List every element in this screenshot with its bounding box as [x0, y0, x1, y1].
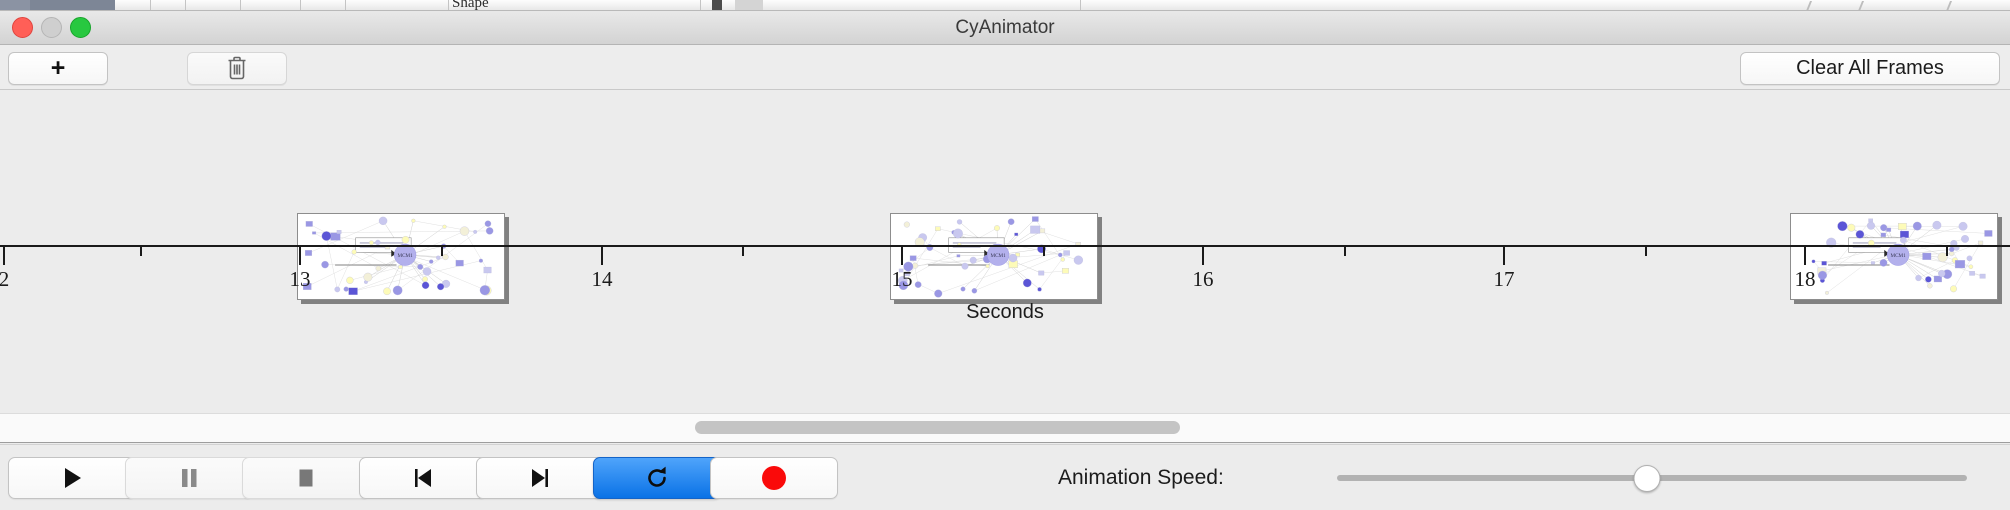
bg-slash [1805, 1, 1825, 10]
bg-chip [0, 0, 30, 10]
skip-to-end-button[interactable] [476, 457, 604, 499]
minimize-icon[interactable] [41, 17, 62, 38]
ruler-tick-minor [1946, 247, 1948, 256]
svg-text:MCM1: MCM1 [1891, 253, 1907, 259]
slider-thumb[interactable] [1633, 465, 1661, 492]
animation-speed-slider[interactable] [1337, 445, 1967, 510]
playback-control-bar: Animation Speed: [0, 444, 2010, 510]
page-title: CyAnimator [955, 17, 1055, 38]
ruler-tick-major [901, 247, 903, 265]
ruler-tick-label: 16 [1192, 267, 1214, 291]
stop-button [242, 457, 370, 499]
loop-button[interactable] [593, 457, 721, 499]
skip-forward-icon [527, 465, 553, 491]
ruler-tick-major [601, 247, 603, 265]
background-window-strip: Shape [0, 0, 2010, 11]
frame-thumbnail: MCM1 [1791, 214, 1997, 299]
timeline-frame[interactable]: MCM1 [890, 213, 1098, 300]
skip-to-start-button[interactable] [359, 457, 487, 499]
animation-speed-label: Animation Speed: [1058, 466, 1224, 489]
bg-divider [345, 0, 346, 10]
ruler-tick-label: 18 [1794, 267, 1816, 291]
timeline-frame[interactable]: MCM1 [1790, 213, 1998, 300]
timeline-panel[interactable]: MCM1 MCM1 MCM1 2 13 14 15 16 17 18 Seconds [0, 90, 2010, 413]
frame-thumbnail: MCM1 [298, 214, 504, 299]
record-button[interactable] [710, 457, 838, 499]
loop-icon [643, 464, 671, 492]
window-traffic-lights [12, 17, 91, 38]
ruler-tick-label: 15 [891, 267, 913, 291]
time-ruler[interactable]: 2 13 14 15 16 17 18 Seconds [0, 245, 2010, 328]
clear-all-frames-label: Clear All Frames [1796, 57, 1944, 79]
pause-button [125, 457, 253, 499]
bg-divider [700, 0, 701, 10]
ruler-tick-minor [742, 247, 744, 256]
bg-slash [1945, 1, 1965, 10]
ruler-tick-minor [441, 247, 443, 256]
ruler-tick-major [299, 247, 301, 265]
bg-divider [1080, 0, 1081, 10]
ruler-baseline [0, 245, 2010, 247]
ruler-tick-major [3, 247, 5, 265]
ruler-tick-label: 13 [289, 267, 311, 291]
bg-divider [185, 0, 186, 10]
scrollbar-thumb[interactable] [695, 421, 1180, 434]
ruler-tick-minor [1043, 247, 1045, 256]
timeline-scrollbar[interactable] [0, 413, 2010, 443]
plus-icon: + [50, 54, 66, 82]
ruler-tick-minor [1344, 247, 1346, 256]
zoom-icon[interactable] [70, 17, 91, 38]
bg-shape-label: Shape [452, 0, 489, 11]
bg-slash [1857, 1, 1877, 10]
bg-divider [150, 0, 151, 10]
pause-icon [176, 465, 202, 491]
play-button[interactable] [8, 457, 136, 499]
bg-divider [448, 0, 449, 10]
bg-chip [735, 0, 763, 10]
stop-icon [293, 465, 319, 491]
ruler-tick-label: 17 [1493, 267, 1515, 291]
record-icon [762, 466, 786, 490]
timeline-frame[interactable]: MCM1 [297, 213, 505, 300]
svg-text:MCM1: MCM1 [398, 253, 414, 259]
ruler-tick-minor [140, 247, 142, 256]
ruler-tick-major [1804, 247, 1806, 265]
bg-chip [712, 0, 722, 10]
trash-icon [226, 56, 248, 81]
ruler-tick-minor [1645, 247, 1647, 256]
bg-chip [30, 0, 115, 10]
delete-frame-button[interactable] [187, 52, 287, 85]
frame-thumbnail: MCM1 [891, 214, 1097, 299]
add-frame-button[interactable]: + [8, 52, 108, 85]
ruler-tick-label: 14 [591, 267, 613, 291]
title-bar[interactable]: CyAnimator [0, 11, 2010, 45]
skip-back-icon [410, 465, 436, 491]
close-icon[interactable] [12, 17, 33, 38]
play-icon [59, 465, 85, 491]
bg-divider [300, 0, 301, 10]
ruler-tick-major [1202, 247, 1204, 265]
bg-divider [240, 0, 241, 10]
clear-all-frames-button[interactable]: Clear All Frames [1740, 52, 2000, 85]
ruler-tick-major [1503, 247, 1505, 265]
svg-text:MCM1: MCM1 [991, 253, 1007, 259]
axis-title: Seconds [966, 301, 1044, 323]
frame-toolbar: + Clear All Frames [0, 45, 2010, 90]
ruler-tick-label: 2 [0, 267, 10, 291]
